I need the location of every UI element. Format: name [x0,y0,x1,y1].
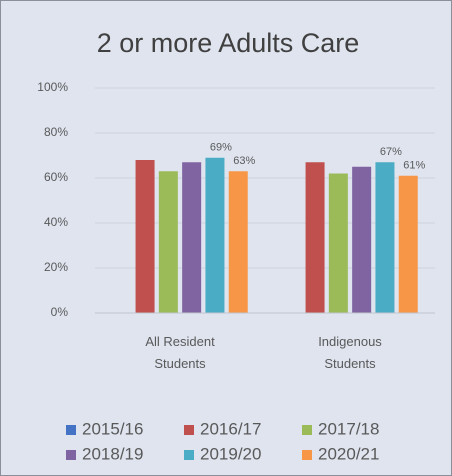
bar [305,162,325,313]
legend-label: 2017/18 [318,419,379,438]
legend-swatch [302,450,312,460]
legend-swatch [66,425,76,435]
legend-label: 2018/19 [82,444,143,463]
chart-title: 2 or more Adults Care [97,28,360,58]
x-tick-label: All Resident Students [145,334,215,371]
bar [352,166,372,313]
legend-swatch [66,450,76,460]
legend-label: 2016/17 [200,419,261,438]
data-label: 69% [210,142,232,154]
legend-swatch [302,425,312,435]
y-tick-label: 40% [44,215,68,229]
bar [182,162,202,313]
bar [135,160,155,313]
bar [228,171,248,313]
legend-swatch [184,425,194,435]
y-tick-label: 80% [44,125,68,139]
legend-label: 2019/20 [200,444,261,463]
y-tick-label: 0% [51,305,69,319]
legend-label: 2020/21 [318,444,379,463]
data-label: 67% [380,146,402,158]
bar [398,175,418,313]
y-tick-label: 20% [44,260,68,274]
x-tick-label: Indigenous Students [318,334,382,371]
legend-label: 2015/16 [82,419,143,438]
bar [158,171,178,313]
data-label: 61% [403,160,425,172]
bar [205,157,225,313]
y-tick-label: 100% [37,80,68,94]
legend-swatch [184,450,194,460]
bar [375,162,395,313]
data-label: 63% [233,155,255,167]
y-tick-label: 60% [44,170,68,184]
bar [328,173,348,313]
